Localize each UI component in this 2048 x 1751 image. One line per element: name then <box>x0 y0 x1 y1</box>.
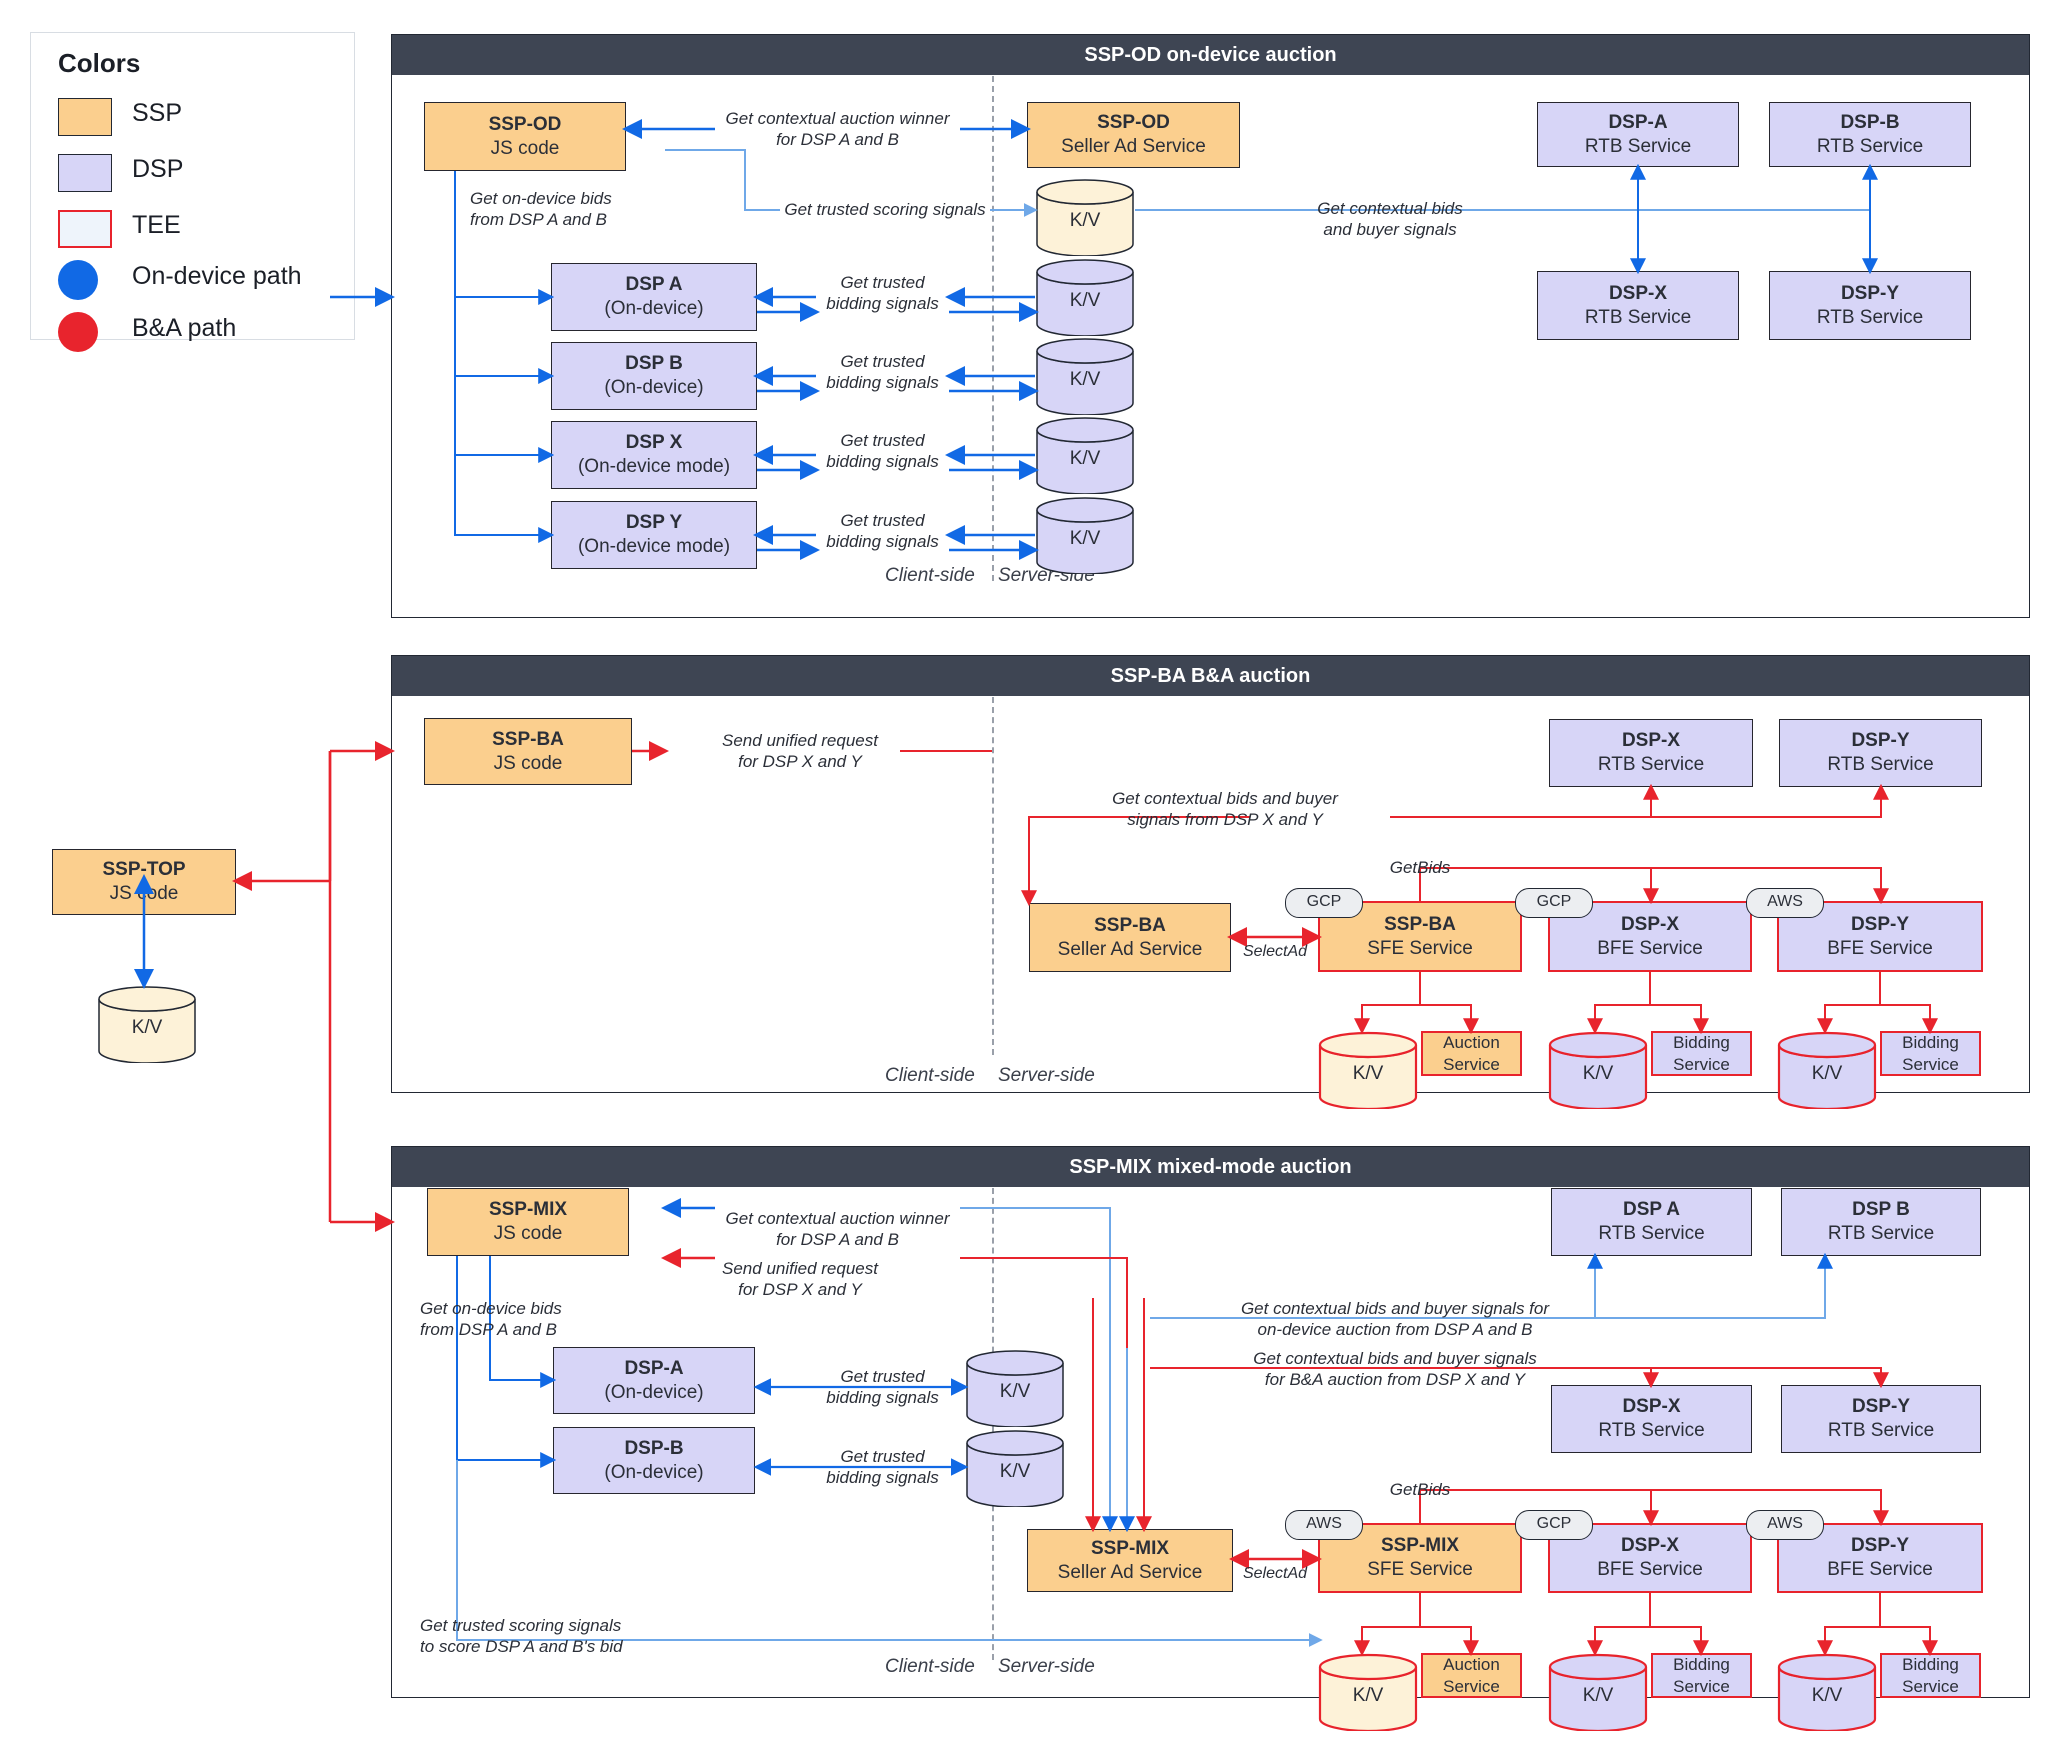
svg-text:K/V: K/V <box>1353 1685 1384 1706</box>
svg-text:K/V: K/V <box>1583 1063 1614 1084</box>
svg-text:K/V: K/V <box>1000 1381 1031 1402</box>
svg-text:K/V: K/V <box>1070 290 1101 311</box>
svg-text:K/V: K/V <box>1070 528 1101 549</box>
svg-text:K/V: K/V <box>1812 1685 1843 1706</box>
svg-text:K/V: K/V <box>1070 210 1101 231</box>
svg-text:K/V: K/V <box>1583 1685 1614 1706</box>
svg-text:K/V: K/V <box>1070 448 1101 469</box>
svg-text:K/V: K/V <box>1812 1063 1843 1084</box>
svg-text:K/V: K/V <box>1070 369 1101 390</box>
svg-text:K/V: K/V <box>1000 1461 1031 1482</box>
svg-text:K/V: K/V <box>132 1017 163 1038</box>
svg-text:K/V: K/V <box>1353 1063 1384 1084</box>
